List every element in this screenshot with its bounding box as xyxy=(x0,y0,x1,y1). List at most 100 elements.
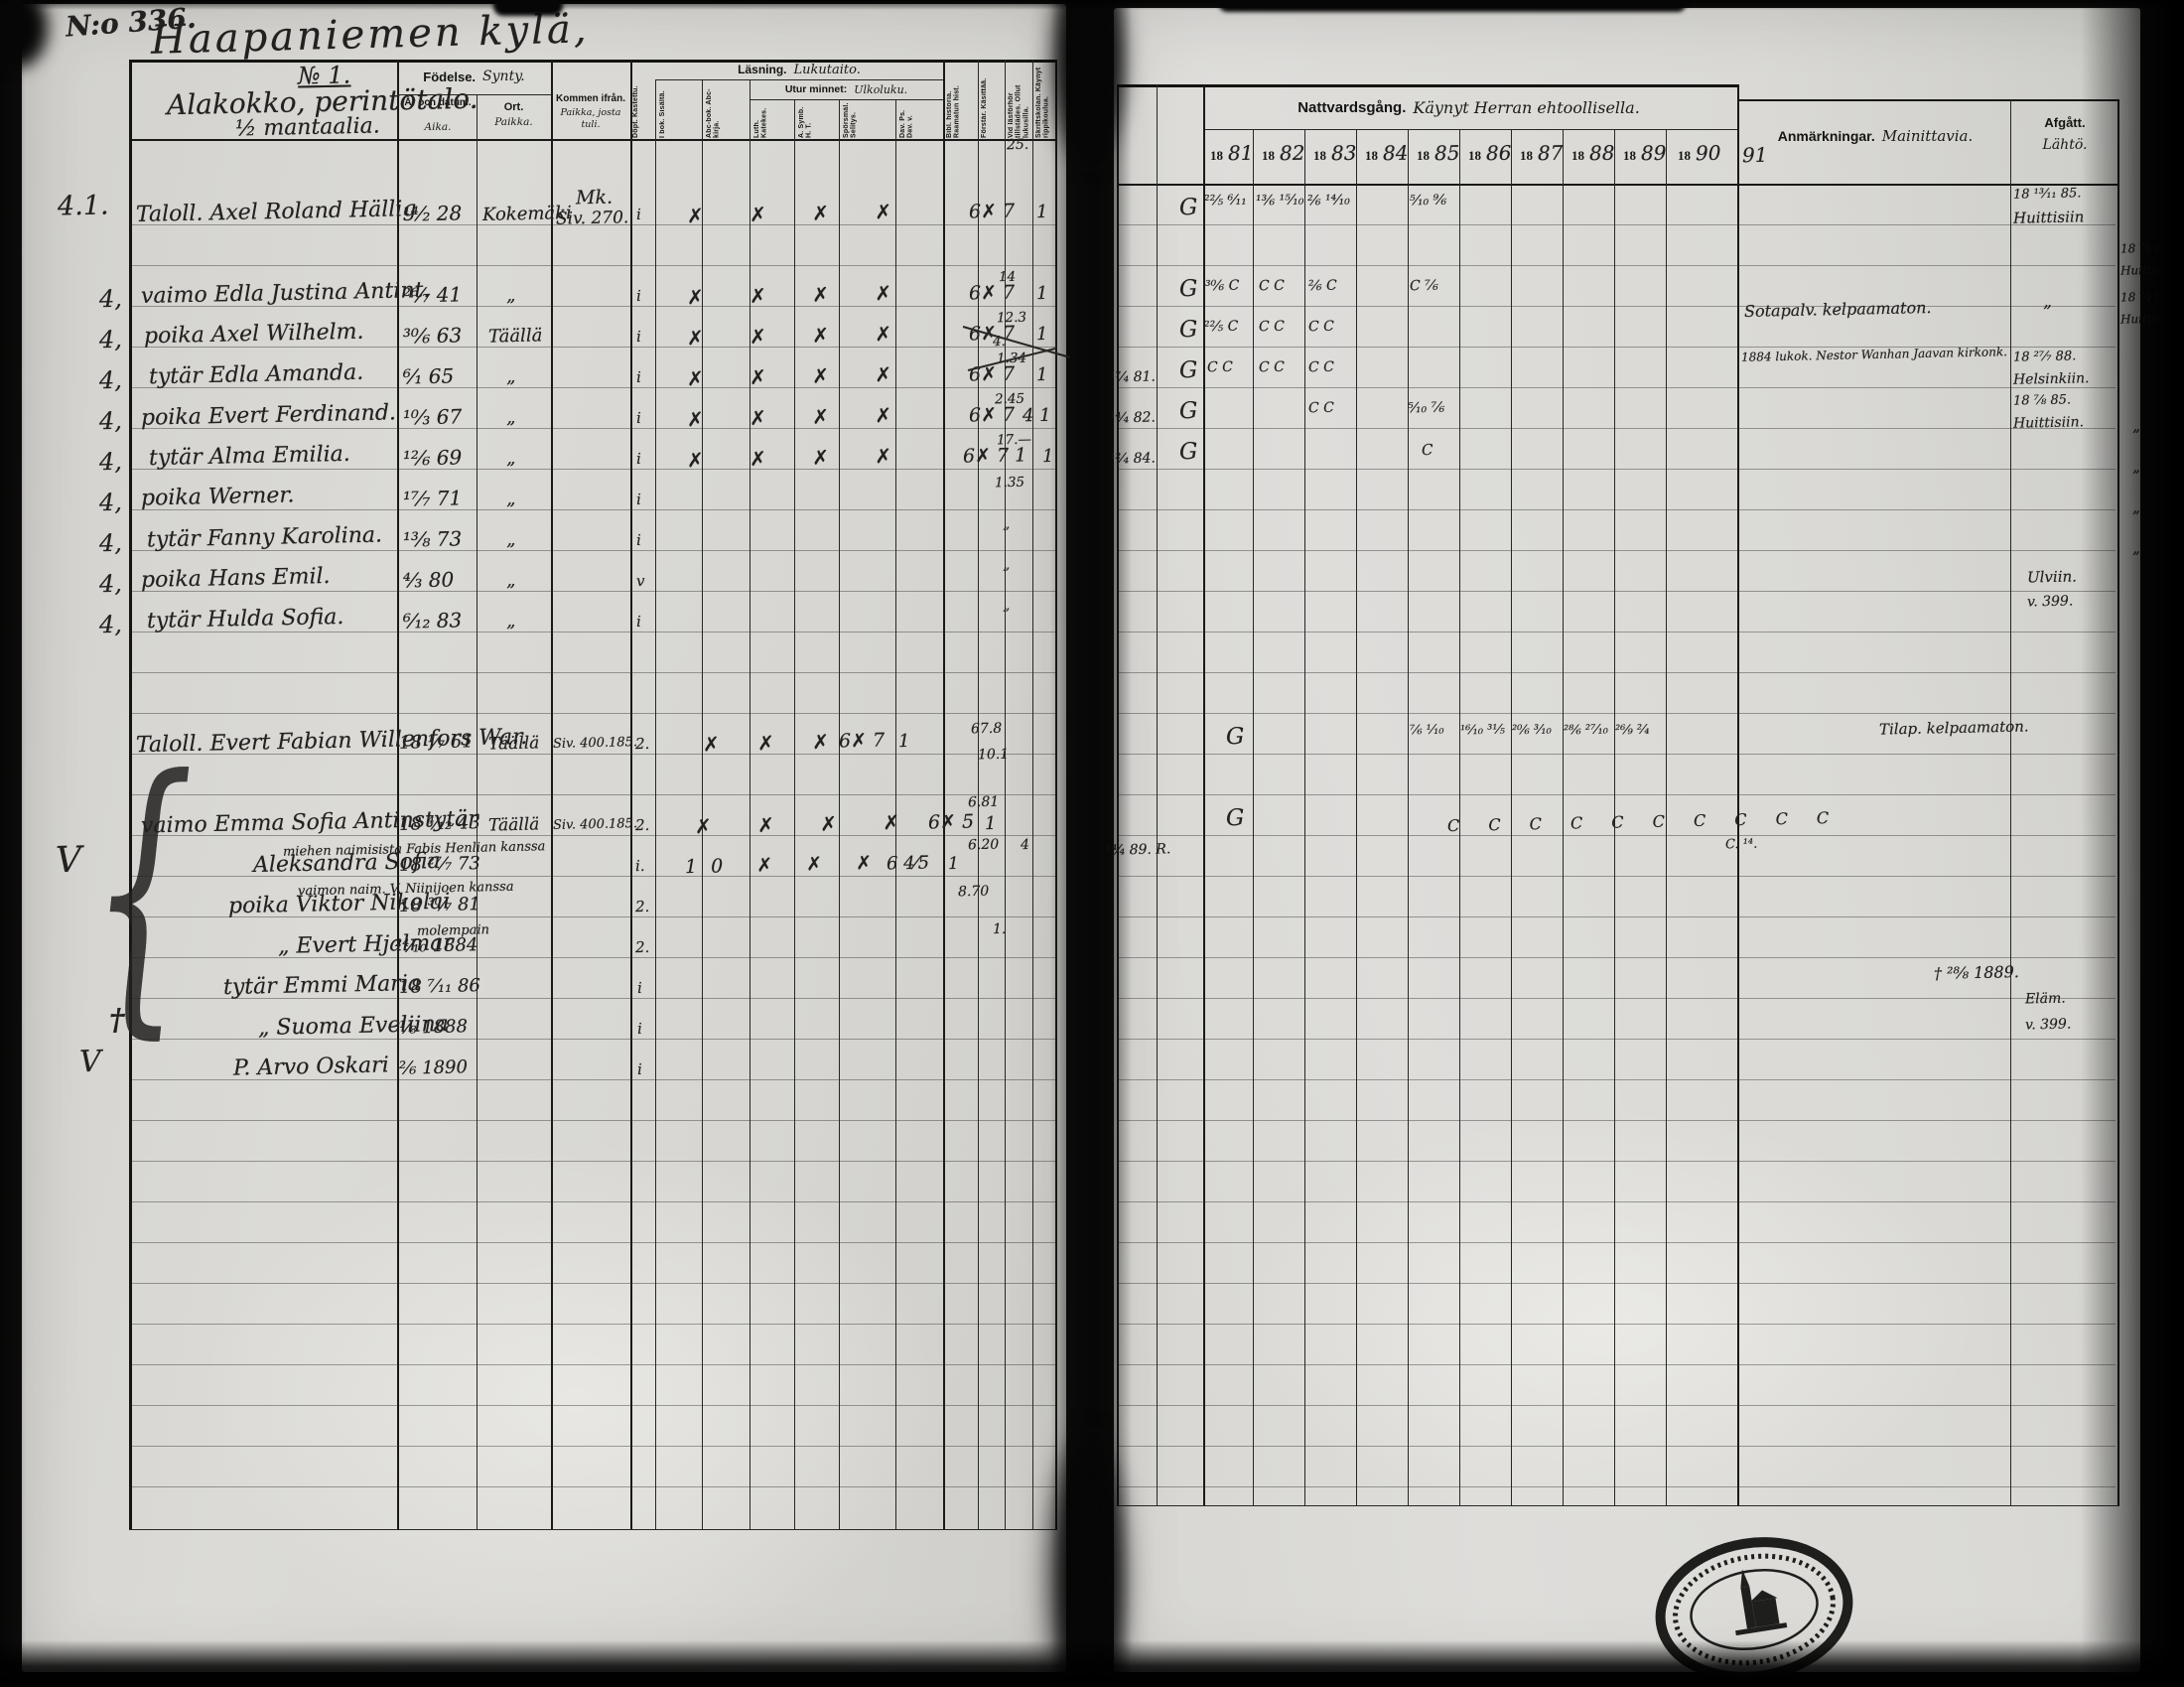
edge-number: 12.3 xyxy=(996,309,1027,327)
communion-dates: C C xyxy=(1206,358,1234,376)
departed-header-fi: Lähtö. xyxy=(2042,137,2088,153)
birth-place: „ xyxy=(505,528,516,551)
edge-number: 67.8 xyxy=(970,720,1003,738)
communion-dates: ³⁰⁄₆ C xyxy=(1204,277,1240,295)
dopt-mark: i xyxy=(635,205,642,224)
birth-place: Täällä xyxy=(487,733,540,755)
column-label-abc: Abc-bok. Abc-kirja. xyxy=(706,88,721,138)
birth-place: Täällä xyxy=(487,325,543,348)
came-from: Siv. 400.185. xyxy=(552,816,638,833)
grid-line xyxy=(1408,129,1409,1505)
birth-header-sv: Födelse. xyxy=(423,69,477,84)
column-label-biblhist: Bibl. historia. Raamatun hist. xyxy=(946,85,961,138)
year-label: 85 xyxy=(1433,140,1460,166)
communion-dates: C C xyxy=(1307,358,1335,376)
birth-header: Födelse. Synty. xyxy=(399,64,549,89)
year-label: 89 xyxy=(1640,140,1667,166)
death-note: † ²⁸⁄₈ 1889. xyxy=(1933,962,2020,983)
communion-mark: G xyxy=(1178,316,1198,344)
remarks-header: Anmärkningar. Mainittavia. xyxy=(1742,123,2008,149)
grid-line xyxy=(1737,99,2119,101)
person-name: tytär Fanny Karolina. xyxy=(146,522,383,553)
grid-line xyxy=(1666,129,1667,1505)
person-name: poika Axel Wilhelm. xyxy=(143,319,364,350)
edge-number: 1. xyxy=(992,920,1007,938)
scan-edge-top xyxy=(0,0,2184,10)
year-label: 84 xyxy=(1382,140,1409,166)
birth-date: ¹⁄₈ 1888 xyxy=(398,1016,469,1039)
reading-marks: ✗ ✗ ✗ xyxy=(702,729,846,757)
year-label-extra: 91 xyxy=(1741,142,1768,168)
communion-header-fi: Käynyt Herran ehtoollisella. xyxy=(1413,97,1640,117)
grid-line xyxy=(1356,129,1357,1505)
year-prefix: 18 xyxy=(1313,148,1326,163)
birth-place: „ xyxy=(505,406,516,429)
column-label-sporsmal: Spörsmål. Selitys. xyxy=(843,102,858,138)
memory-header-sv: Utur minnet: xyxy=(784,83,848,95)
reading-marks: 1 xyxy=(897,730,910,753)
birth-header-fi: Synty. xyxy=(482,69,525,84)
person-name: P. Arvo Oskari xyxy=(232,1053,389,1081)
year-label: 86 xyxy=(1485,140,1512,166)
reading-marks: ✗ ✗ ✗ ✗ xyxy=(694,809,920,839)
birth-date: ²⁶⁄₇ 41 xyxy=(402,282,463,308)
grid-line xyxy=(129,1529,1057,1530)
grid-line xyxy=(1117,1505,2119,1506)
reading-marks: ✗ ✗ ✗ ✗ xyxy=(686,402,912,432)
grid-line xyxy=(397,60,399,1529)
gutter-shadow xyxy=(1054,0,1122,159)
communion-dates: ²²⁄₅ C xyxy=(1203,318,1239,336)
reading-marks: 1 xyxy=(984,812,997,835)
scan-edge-left xyxy=(0,0,26,1687)
remarks-header-fi: Mainittavia. xyxy=(1881,127,1974,145)
dopt-mark: i xyxy=(636,1059,643,1079)
margin-mark: 4, xyxy=(98,610,123,639)
margin-mark: 4, xyxy=(98,325,123,354)
birth-date: 18 ¹⁄₇ 61 xyxy=(398,731,474,754)
year-label: 90 xyxy=(1695,140,1721,166)
dopt-mark: i xyxy=(635,327,642,347)
dopt-mark: i xyxy=(635,530,642,550)
edge-number: „ xyxy=(1002,515,1011,533)
reading-marks: 6✗ 5 xyxy=(927,810,975,834)
grid-line xyxy=(1117,184,2119,186)
came-from: Siv. 270. xyxy=(555,208,629,229)
departure-note: Huittisiin. xyxy=(2012,414,2085,432)
paper-highlight xyxy=(1241,1112,1976,1529)
departure-note: v. 399. xyxy=(2026,593,2074,611)
reading-marks: 4 1 xyxy=(1022,404,1051,427)
birth-date: 18 ³⁰⁄₇ 81 xyxy=(398,894,481,916)
grid-line xyxy=(895,99,896,1529)
memory-header: Utur minnet: Ulkoluku. xyxy=(751,81,941,97)
grid-line xyxy=(978,60,979,1529)
reading-marks: 6✗ 7 xyxy=(838,729,886,753)
birth-place: „ xyxy=(505,284,516,307)
grid-line xyxy=(1304,129,1305,1505)
birth-date: ¹²⁄₆ 69 xyxy=(402,445,463,471)
grid-line xyxy=(1511,129,1512,1505)
birth-date-header-fi: Aika. xyxy=(424,121,452,133)
reading-marks: ✗ ✗ ✗ ✗ xyxy=(686,443,912,473)
year-label: 83 xyxy=(1330,140,1357,166)
departed-header-sv: Afgått. xyxy=(2044,115,2086,130)
scan-edge-bottom xyxy=(0,1640,2184,1687)
grid-line xyxy=(702,79,703,1529)
grid-line xyxy=(1032,60,1033,1529)
year-prefix: 18 xyxy=(1365,148,1378,163)
reading-marks: 6✗ 7 xyxy=(968,200,1016,223)
communion-header-sv: Nattvardsgång. xyxy=(1297,98,1407,116)
paper-highlight xyxy=(199,1142,953,1658)
edge-number: 2.45 xyxy=(994,390,1025,408)
grid-line xyxy=(794,99,795,1529)
communion-dates: C ⁷⁄₆ xyxy=(1409,277,1438,295)
margin-check: V xyxy=(78,1044,102,1080)
house-mantal: ½ mantaalia. xyxy=(234,113,380,142)
departure-note: Huittisiin xyxy=(2012,208,2085,227)
reading-marks: 1 xyxy=(947,853,960,875)
departure-note: 18 ²⁷⁄₇ 88. xyxy=(2012,349,2077,365)
birth-place: „ xyxy=(505,610,516,633)
memory-header-fi: Ulkoluku. xyxy=(854,82,908,96)
grid-line xyxy=(655,79,943,80)
birth-date: ⁶⁄₁₂ 83 xyxy=(402,608,463,633)
